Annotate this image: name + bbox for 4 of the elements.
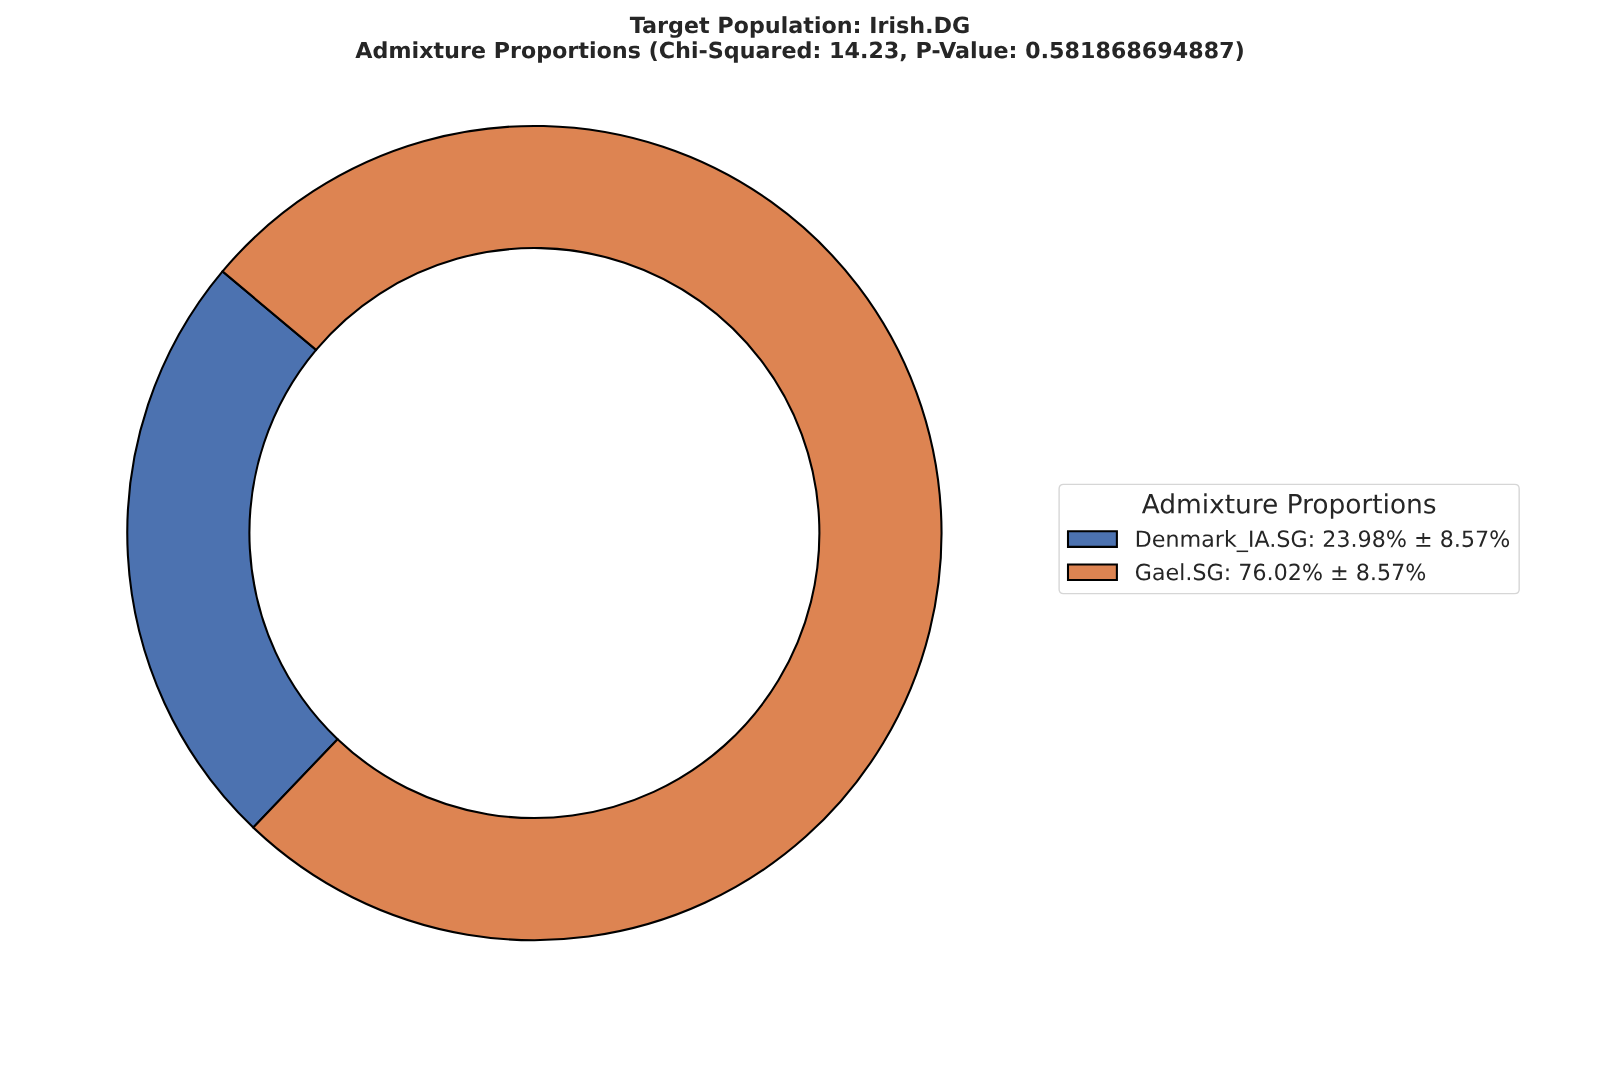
legend-label: Gael.SG: 76.02% ± 8.57% bbox=[1135, 563, 1426, 581]
chart-title: Target Population: Irish.DG Admixture Proportions (Chi-Squared: 14.23, P-Value: 0.581868694887) bbox=[355, 16, 1243, 63]
legend-title: Admixture Proportions bbox=[1141, 493, 1436, 519]
legend-label: Denmark_IA.SG: 23.98% ± 8.57% bbox=[1136, 529, 1510, 553]
